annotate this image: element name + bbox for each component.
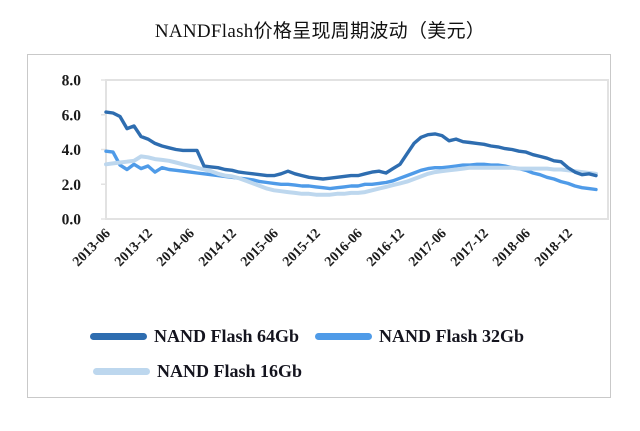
- legend-row-2: NAND Flash 16Gb: [93, 361, 302, 382]
- legend-marker-32gb-icon: [315, 333, 373, 340]
- svg-text:2017-06: 2017-06: [406, 226, 450, 270]
- svg-text:2016-12: 2016-12: [364, 226, 408, 270]
- legend-label-64gb: NAND Flash 64Gb: [154, 326, 300, 346]
- svg-text:2014-06: 2014-06: [154, 226, 198, 270]
- line-chart: 0.0 2.0 4.0 6.0 8.0 2013-062013-122014-062014…: [62, 73, 609, 270]
- svg-text:6.0: 6.0: [62, 107, 82, 124]
- chart-area: 0.0 2.0 4.0 6.0 8.0 2013-06 2013-12 2014-06 2014…: [27, 54, 611, 398]
- svg-text:2015-12: 2015-12: [280, 226, 324, 270]
- legend-item-16gb: NAND Flash 16Gb: [93, 361, 302, 382]
- chart-title: NANDFlash价格呈现周期波动（美元）: [154, 21, 486, 42]
- legend-marker-64gb-icon: [90, 333, 147, 340]
- legend-item-64gb: NAND Flash 64Gb: [90, 326, 299, 347]
- svg-text:4.0: 4.0: [62, 142, 82, 159]
- svg-text:2017-12: 2017-12: [448, 226, 492, 270]
- legend-label-32gb: NAND Flash 32Gb: [379, 326, 525, 346]
- svg-text:2016-06: 2016-06: [322, 226, 366, 270]
- svg-text:2018-12: 2018-12: [532, 226, 576, 270]
- svg-text:2014-12: 2014-12: [196, 226, 240, 270]
- svg-text:2.0: 2.0: [62, 177, 82, 194]
- legend-marker-16gb-icon: [93, 368, 150, 375]
- svg-text:2015-06: 2015-06: [238, 226, 282, 270]
- svg-text:2018-06: 2018-06: [490, 226, 534, 270]
- legend-row-1: NAND Flash 64Gb NAND Flash 32Gb: [90, 326, 524, 347]
- svg-text:2013-12: 2013-12: [112, 226, 156, 270]
- svg-text:0.0: 0.0: [62, 212, 82, 229]
- svg-text:8.0: 8.0: [62, 73, 82, 90]
- legend-item-32gb: NAND Flash 32Gb: [315, 326, 524, 347]
- legend-label-16gb: NAND Flash 16Gb: [157, 361, 303, 381]
- svg-text:2013-06: 2013-06: [70, 226, 114, 270]
